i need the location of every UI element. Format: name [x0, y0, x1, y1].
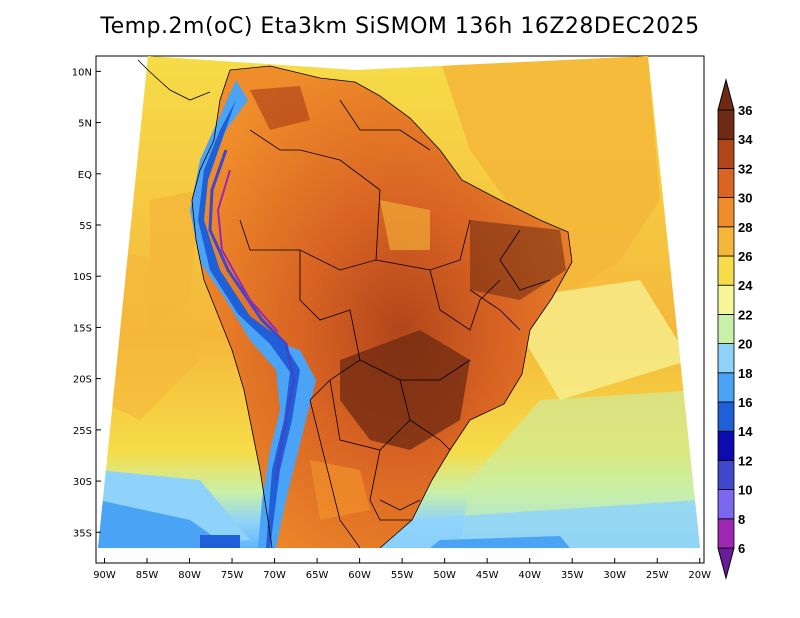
colorbar-segment — [717, 138, 735, 169]
colorbar-label: 10 — [738, 483, 752, 498]
lat-tick-label: 5S — [79, 221, 92, 232]
lat-tick-label: 5N — [78, 119, 92, 130]
colorbar-label: 12 — [738, 453, 752, 468]
colorbar-label: 6 — [738, 541, 745, 556]
lon-tick-label: 90W — [93, 570, 116, 581]
temperature-field — [98, 56, 700, 548]
colorbar-max-arrow — [717, 78, 735, 111]
colorbar-segment — [717, 226, 735, 257]
colorbar-segment — [717, 343, 735, 374]
lon-tick-label: 25W — [646, 570, 669, 581]
lat-tick-label: 35S — [73, 528, 92, 539]
colorbar-segment — [717, 430, 735, 461]
lat-axis: 10N 5N EQ 5S 10S 15S 20S 25S 30S 35S — [72, 67, 101, 539]
colorbar-segment — [717, 489, 735, 520]
colorbar-label: 30 — [738, 191, 752, 206]
lat-tick-label: 20S — [73, 375, 92, 386]
lat-tick-label: 10N — [72, 67, 92, 78]
colorbar-segment — [717, 313, 735, 344]
lon-tick-label: 55W — [391, 570, 414, 581]
map-frame — [95, 55, 705, 564]
colorbar-label: 8 — [738, 512, 745, 527]
colorbar-segment — [717, 109, 735, 140]
colorbar-label: 26 — [738, 249, 752, 264]
colorbar-segment — [717, 459, 735, 490]
colorbar-label: 14 — [738, 424, 753, 439]
colorbar-segment — [717, 167, 735, 198]
colorbar-label: 22 — [738, 307, 752, 322]
colorbar-label: 28 — [738, 220, 752, 235]
lon-tick-label: 45W — [476, 570, 499, 581]
lat-tick-label: 30S — [73, 477, 92, 488]
map-title: Temp.2m(oC) Eta3km SiSMOM 136h 16Z28DEC2… — [100, 14, 700, 39]
lon-tick-label: 85W — [136, 570, 159, 581]
colorbar-segment — [717, 284, 735, 315]
colorbar-label: 34 — [738, 132, 753, 147]
colorbar-label: 20 — [738, 337, 752, 352]
colorbar-label: 32 — [738, 161, 752, 176]
lon-tick-label: 50W — [433, 570, 456, 581]
lon-tick-label: 70W — [263, 570, 286, 581]
colorbar-segment — [717, 518, 735, 549]
colorbar-segment — [717, 255, 735, 286]
colorbar: 6 8 10 12 14 16 18 20 22 24 26 28 30 32 34 36 — [717, 78, 753, 580]
colorbar-segment — [717, 372, 735, 403]
lon-tick-label: 20W — [688, 570, 711, 581]
colorbar-min-arrow — [717, 547, 735, 580]
colorbar-label: 16 — [738, 395, 752, 410]
lat-tick-label: 15S — [73, 323, 92, 334]
colorbar-label: 18 — [738, 366, 752, 381]
lat-tick-label: 10S — [73, 272, 92, 283]
lon-tick-label: 40W — [518, 570, 541, 581]
lat-tick-label: 25S — [73, 426, 92, 437]
lat-tick-label: EQ — [78, 170, 92, 181]
colorbar-segment — [717, 197, 735, 228]
lon-axis: 90W 85W 80W 75W 70W 65W 60W 55W 50W 45W 40W 35W 30W 2… — [93, 558, 711, 581]
lon-tick-label: 80W — [178, 570, 201, 581]
lon-tick-label: 35W — [561, 570, 584, 581]
lon-tick-label: 30W — [603, 570, 626, 581]
colorbar-label: 24 — [738, 278, 753, 293]
colorbar-label: 36 — [738, 103, 752, 118]
colorbar-segment — [717, 401, 735, 432]
lon-tick-label: 75W — [221, 570, 244, 581]
lon-tick-label: 65W — [306, 570, 329, 581]
lon-tick-label: 60W — [348, 570, 371, 581]
political-borders — [137, 59, 573, 549]
